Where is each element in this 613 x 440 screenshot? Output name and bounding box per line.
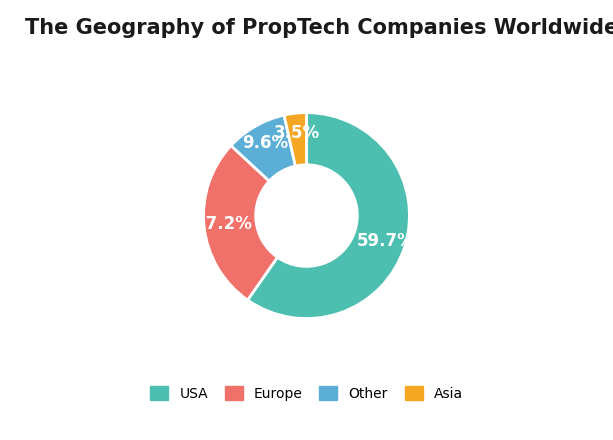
- Text: 9.6%: 9.6%: [242, 134, 288, 152]
- Text: 3.5%: 3.5%: [274, 124, 321, 142]
- Text: 27.2%: 27.2%: [195, 216, 253, 234]
- Text: 59.7%: 59.7%: [357, 231, 415, 249]
- Legend: USA, Europe, Other, Asia: USA, Europe, Other, Asia: [143, 379, 470, 408]
- Wedge shape: [231, 115, 295, 181]
- Wedge shape: [248, 113, 409, 319]
- Wedge shape: [204, 146, 278, 300]
- Text: The Geography of PropTech Companies Worldwide: The Geography of PropTech Companies Worl…: [25, 18, 613, 37]
- Wedge shape: [284, 113, 306, 166]
